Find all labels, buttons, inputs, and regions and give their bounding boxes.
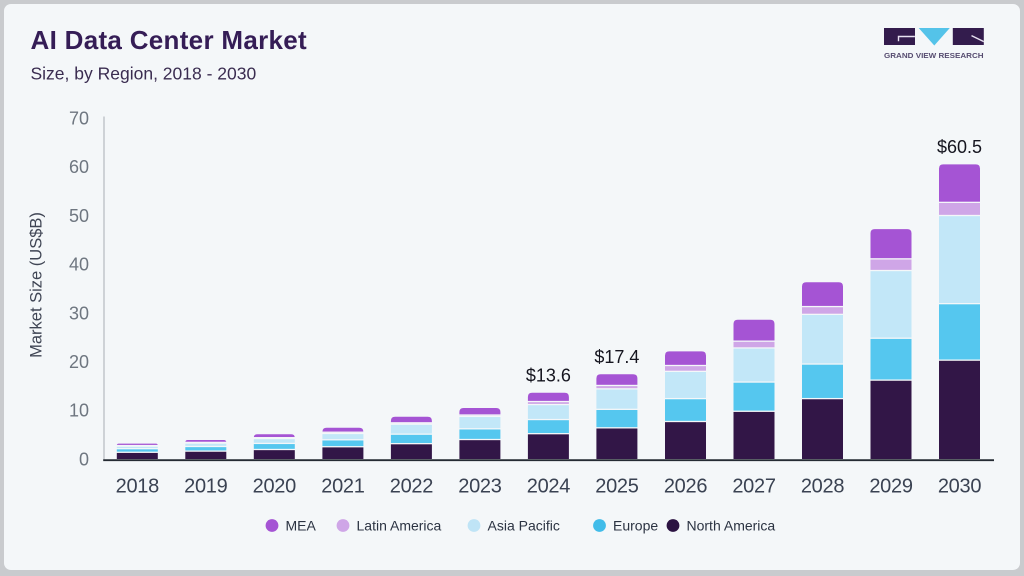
svg-text:$60.5: $60.5 xyxy=(937,137,982,157)
svg-text:MEA: MEA xyxy=(286,518,317,534)
svg-text:$13.6: $13.6 xyxy=(526,366,571,386)
svg-text:2029: 2029 xyxy=(869,476,912,498)
svg-text:50: 50 xyxy=(69,206,89,226)
svg-text:GRAND VIEW RESEARCH: GRAND VIEW RESEARCH xyxy=(884,51,984,60)
svg-text:0: 0 xyxy=(79,449,89,469)
svg-text:Asia Pacific: Asia Pacific xyxy=(488,518,560,534)
svg-text:2027: 2027 xyxy=(732,476,775,498)
svg-text:Size, by Region, 2018 - 2030: Size, by Region, 2018 - 2030 xyxy=(31,64,257,84)
svg-text:AI Data Center Market: AI Data Center Market xyxy=(31,25,308,55)
svg-text:30: 30 xyxy=(69,303,89,323)
svg-text:2021: 2021 xyxy=(321,476,364,498)
svg-text:70: 70 xyxy=(69,109,89,129)
svg-text:2018: 2018 xyxy=(116,476,159,498)
svg-text:2019: 2019 xyxy=(184,476,227,498)
svg-text:2024: 2024 xyxy=(527,476,570,498)
svg-text:2022: 2022 xyxy=(390,476,433,498)
svg-text:2028: 2028 xyxy=(801,476,844,498)
svg-text:Europe: Europe xyxy=(613,518,658,534)
svg-text:North America: North America xyxy=(687,518,776,534)
svg-text:2030: 2030 xyxy=(938,476,981,498)
svg-text:Latin America: Latin America xyxy=(357,518,442,534)
svg-text:2026: 2026 xyxy=(664,476,707,498)
svg-text:$17.4: $17.4 xyxy=(594,347,639,367)
svg-text:60: 60 xyxy=(69,157,89,177)
svg-text:Market Size (US$B): Market Size (US$B) xyxy=(28,212,46,358)
svg-text:40: 40 xyxy=(69,255,89,275)
svg-text:10: 10 xyxy=(69,401,89,421)
svg-text:20: 20 xyxy=(69,352,89,372)
svg-text:2023: 2023 xyxy=(458,476,501,498)
svg-text:2025: 2025 xyxy=(595,476,638,498)
svg-text:2020: 2020 xyxy=(253,476,296,498)
